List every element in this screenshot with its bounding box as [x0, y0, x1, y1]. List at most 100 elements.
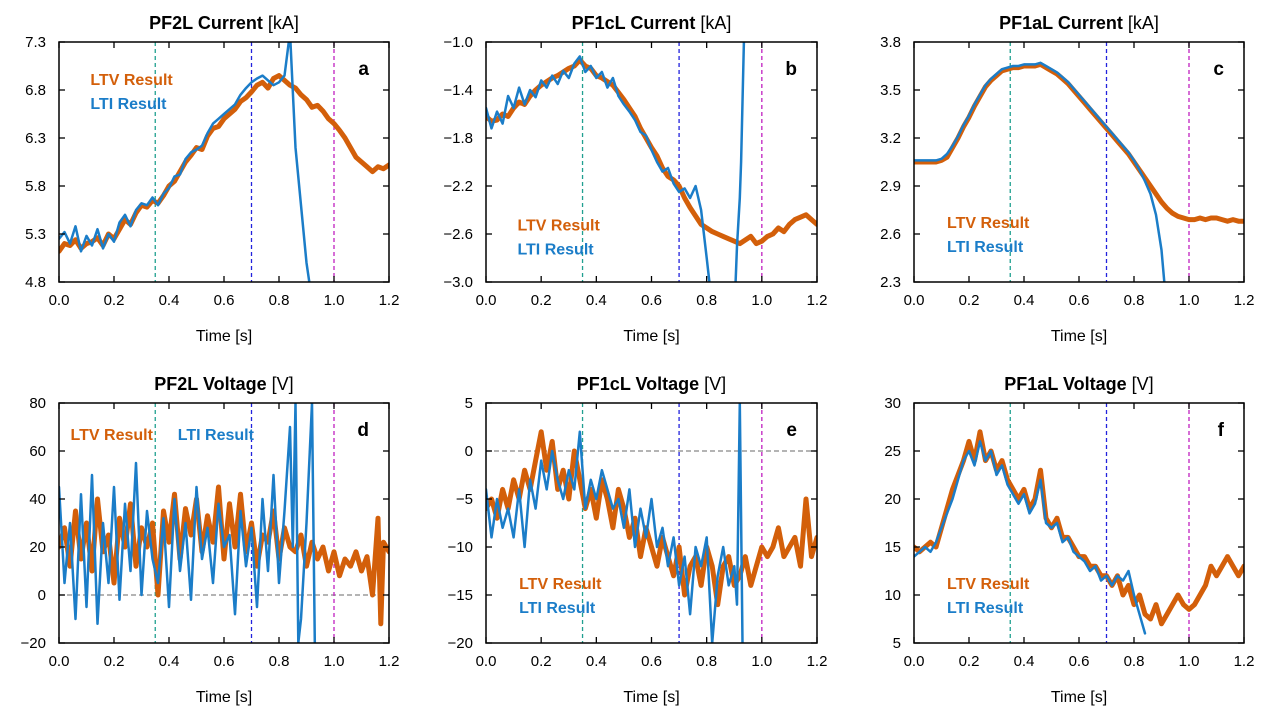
x-tick-label: 0.0: [49, 653, 70, 670]
y-tick-label: 3.2: [880, 130, 901, 147]
chart-title-main: PF1aL Current: [999, 13, 1128, 33]
x-tick-label: 1.2: [807, 292, 828, 309]
legend: LTV Result LTI Result: [71, 427, 255, 444]
legend: LTV Result LTI Result: [90, 72, 173, 113]
x-tick-label: 1.0: [1179, 292, 1200, 309]
panel-d: PF2L Voltage [V] 0.0 0.2 0.4 0.6 0.8 1.0 1.2 −20…: [21, 374, 400, 706]
legend-ltv: LTV Result: [519, 576, 602, 593]
y-tick-label: 25: [884, 443, 901, 460]
y-tick-label: 3.8: [880, 34, 901, 51]
x-tick-label: 0.6: [214, 653, 235, 670]
legend-lti: LTI Result: [517, 241, 594, 258]
chart-title: PF1cL Current [kA]: [572, 13, 732, 33]
y-tick-label: 15: [884, 539, 901, 556]
panel-letter: c: [1213, 59, 1224, 80]
x-tick-label: 0.6: [1069, 653, 1090, 670]
y-tick-label: 60: [29, 443, 46, 460]
x-tick-label: 0.8: [269, 292, 290, 309]
y-tick-label: −1.0: [443, 34, 473, 51]
panel-a: PF2L Current [kA] 0.0 0.2 0.4 0.6 0.8 1.0 1.2 4.…: [25, 13, 399, 345]
x-tick-label: 0.8: [696, 653, 717, 670]
legend-ltv: LTV Result: [947, 576, 1030, 593]
panel-letter: f: [1218, 420, 1225, 441]
y-tick-label: 5: [465, 395, 473, 412]
series-lti-line: [486, 403, 744, 643]
series-lti-line: [59, 42, 311, 282]
x-axis-label: Time [s]: [196, 328, 252, 345]
x-tick-label: 0.4: [1014, 653, 1035, 670]
y-tick-label: 2.9: [880, 178, 901, 195]
y-tick-label: −5: [456, 491, 473, 508]
chart-title-main: PF2L Current: [149, 13, 268, 33]
x-tick-label: 0.2: [531, 292, 552, 309]
y-tick-label: −20: [21, 635, 46, 652]
legend: LTV Result LTI Result: [947, 576, 1030, 617]
series-ltv-line: [486, 429, 817, 608]
x-tick-label: 1.0: [751, 292, 772, 309]
panel-letter: b: [785, 59, 797, 80]
y-tick-label: 20: [884, 491, 901, 508]
y-tick-label: 30: [884, 395, 901, 412]
x-tick-label: 1.0: [324, 292, 345, 309]
x-tick-label: 0.6: [214, 292, 235, 309]
legend-ltv: LTV Result: [71, 427, 154, 444]
plot-area: [59, 403, 389, 643]
y-tick-label: −2.2: [443, 178, 473, 195]
series-lti-line: [486, 55, 711, 282]
y-tick-label: 5.3: [25, 226, 46, 243]
y-tick-label: 2.6: [880, 226, 901, 243]
chart-title-main: PF1cL Current: [572, 13, 701, 33]
y-tick-label: 5: [893, 635, 901, 652]
legend-lti: LTI Result: [519, 600, 596, 617]
series-lti-line: [59, 403, 317, 643]
x-axis-label: Time [s]: [1051, 328, 1107, 345]
x-tick-label: 0.8: [1124, 653, 1145, 670]
plot-area: [914, 61, 1244, 282]
x-tick-label: 1.2: [1234, 292, 1255, 309]
x-tick-label: 1.2: [379, 292, 400, 309]
x-tick-label: 0.0: [476, 292, 497, 309]
x-axis-label: Time [s]: [1051, 689, 1107, 706]
y-tick-label: 0: [465, 443, 473, 460]
chart-title-unit: [V]: [1132, 374, 1154, 394]
y-tick-label: 3.5: [880, 82, 901, 99]
legend: LTV Result LTI Result: [947, 215, 1030, 256]
y-tick-label: 10: [884, 587, 901, 604]
chart-title-main: PF1aL Voltage: [1004, 374, 1131, 394]
panel-b: PF1cL Current [kA] 0.0 0.2 0.4 0.6 0.8 1.0 1.2 −…: [443, 13, 827, 345]
x-tick-label: 0.0: [476, 653, 497, 670]
plot-area: [59, 42, 389, 282]
x-tick-label: 0.8: [1124, 292, 1145, 309]
x-tick-label: 0.2: [104, 292, 125, 309]
chart-title: PF2L Current [kA]: [149, 13, 299, 33]
series-lti-line: [734, 42, 746, 282]
y-tick-label: 40: [29, 491, 46, 508]
panel-letter: d: [357, 420, 369, 441]
y-tick-label: −2.6: [443, 226, 473, 243]
x-tick-label: 1.0: [751, 653, 772, 670]
y-tick-label: 6.8: [25, 82, 46, 99]
x-tick-label: 0.2: [104, 653, 125, 670]
x-tick-label: 1.0: [1179, 653, 1200, 670]
x-tick-label: 0.0: [49, 292, 70, 309]
x-tick-label: 0.8: [696, 292, 717, 309]
legend-lti: LTI Result: [947, 600, 1024, 617]
legend-lti: LTI Result: [178, 427, 255, 444]
panel-e: PF1cL Voltage [V] 0.0 0.2 0.4 0.6 0.8 1.0 1.2 −2…: [448, 374, 828, 706]
y-tick-label: −20: [448, 635, 473, 652]
y-tick-label: 80: [29, 395, 46, 412]
series-lti-line: [914, 440, 1147, 635]
y-tick-label: −3.0: [443, 274, 473, 291]
x-tick-label: 0.6: [641, 653, 662, 670]
chart-title-unit: [V]: [272, 374, 294, 394]
chart-title-unit: [kA]: [268, 13, 299, 33]
y-tick-label: 0: [38, 587, 46, 604]
x-tick-label: 0.4: [1014, 292, 1035, 309]
x-axis-label: Time [s]: [623, 689, 679, 706]
x-tick-label: 1.2: [1234, 653, 1255, 670]
chart-title-unit: [V]: [704, 374, 726, 394]
legend: LTV Result LTI Result: [519, 576, 602, 617]
plot-area: [914, 429, 1244, 635]
x-tick-label: 0.2: [959, 292, 980, 309]
